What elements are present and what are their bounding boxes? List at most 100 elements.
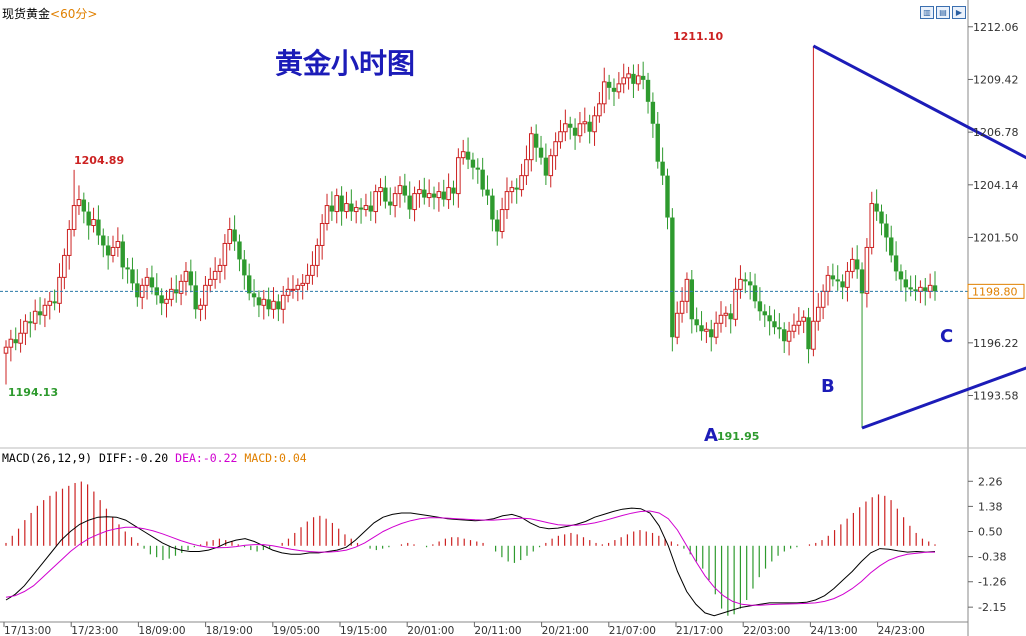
candle-body [465, 151, 471, 160]
candle-body [762, 311, 767, 316]
candle-body [115, 240, 121, 248]
time-tick-label: 24/13:00 [810, 625, 857, 636]
candle-body [198, 304, 203, 310]
candle-body [884, 223, 889, 238]
candle-body [796, 320, 802, 326]
candle-body [757, 301, 763, 312]
candle-body [130, 269, 135, 284]
candle-body [460, 151, 466, 159]
candle-body [135, 283, 140, 298]
candle-body [694, 319, 699, 326]
candle-body [363, 205, 369, 211]
candle-body [670, 217, 675, 338]
candle-body [32, 310, 38, 324]
candle-body [572, 127, 578, 136]
macd-header: MACD(26,12,9) DIFF:-0.20 DEA:-0.22 MACD:… [2, 451, 307, 465]
candle-body [339, 195, 344, 212]
candles-icon[interactable]: ▥ [920, 6, 934, 19]
candle-body [558, 131, 563, 143]
candle-body [164, 298, 169, 304]
candle-body [782, 329, 787, 342]
candle-body [616, 83, 622, 93]
candle-body [923, 287, 928, 292]
macd-histogram [5, 481, 936, 616]
candle-body [495, 219, 500, 232]
candle-body [475, 167, 480, 170]
candle-body [889, 237, 894, 256]
candle-body [908, 287, 913, 290]
candle-body [86, 211, 91, 226]
candle-body [188, 271, 194, 286]
candle-body [674, 312, 680, 338]
price-tick-label: 1193.58 [973, 389, 1019, 402]
candle-body [811, 320, 816, 350]
candle-body [407, 195, 412, 210]
candle-body [655, 123, 660, 162]
left-high-label: 1204.89 [74, 154, 124, 167]
candle-body [519, 175, 524, 191]
candle-body [718, 314, 724, 324]
candle-body [699, 325, 704, 332]
diff-line [5, 507, 936, 617]
candle-body [606, 81, 612, 88]
candle-body [636, 75, 641, 85]
candle-body [144, 276, 150, 286]
candle-body [806, 317, 811, 350]
candle-body [543, 157, 549, 176]
candle-body [689, 279, 695, 320]
candle-body [392, 193, 398, 207]
candle-body [397, 185, 403, 195]
candle-body [110, 246, 116, 256]
period-label[interactable]: <60分> [50, 7, 98, 21]
price-tick-label: 1212.06 [973, 21, 1019, 34]
candle-body [71, 205, 77, 230]
candle-body [903, 279, 909, 288]
candle-body [650, 101, 656, 124]
candle-body [8, 338, 14, 348]
candle-body [927, 284, 933, 292]
candle-body [13, 339, 18, 344]
candle-body [402, 185, 408, 196]
candle-body [212, 270, 218, 280]
chart-header: 现货黄金<60分> [2, 5, 97, 22]
candle-body [23, 320, 28, 334]
left-low-label: 1194.13 [8, 386, 58, 399]
instrument-name: 现货黄金 [2, 7, 51, 21]
candle-body [120, 241, 125, 268]
candle-body [611, 87, 617, 92]
candle-body [169, 288, 174, 300]
candle-body [81, 199, 87, 212]
candle-body [869, 203, 875, 248]
candle-body [334, 195, 340, 213]
candle-body [426, 193, 432, 199]
candle-body [295, 284, 301, 290]
macd-tick-label: 0.50 [978, 526, 1003, 539]
candle-body [227, 228, 233, 244]
candle-body [777, 327, 782, 330]
candle-body [251, 293, 257, 298]
candle-body [485, 189, 490, 196]
candle-body [62, 254, 67, 278]
candle-body [436, 191, 442, 199]
candles[interactable] [3, 45, 938, 429]
candle-body [504, 191, 510, 211]
candle-body [743, 279, 748, 282]
candle-body [57, 276, 62, 304]
macd-tick-label: -1.26 [978, 576, 1006, 589]
bars-icon[interactable]: ▤ [936, 6, 950, 19]
candle-body [815, 306, 821, 322]
current-price-value: 1198.80 [972, 285, 1018, 298]
time-tick-label: 22/03:00 [743, 625, 790, 636]
candle-body [76, 199, 82, 207]
candle-body [237, 241, 242, 260]
candle-body [568, 123, 573, 128]
forward-icon[interactable]: ▶ [952, 6, 966, 19]
price-axis: 1212.06 1209.42 1206.78 1204.14 1201.50 1198.… [968, 21, 1019, 402]
trendlines [812, 44, 1026, 430]
point-b-label: B [821, 376, 835, 397]
candle-body [563, 123, 568, 133]
candle-body [626, 73, 631, 79]
candle-body [533, 133, 539, 148]
candle-body [733, 288, 738, 320]
